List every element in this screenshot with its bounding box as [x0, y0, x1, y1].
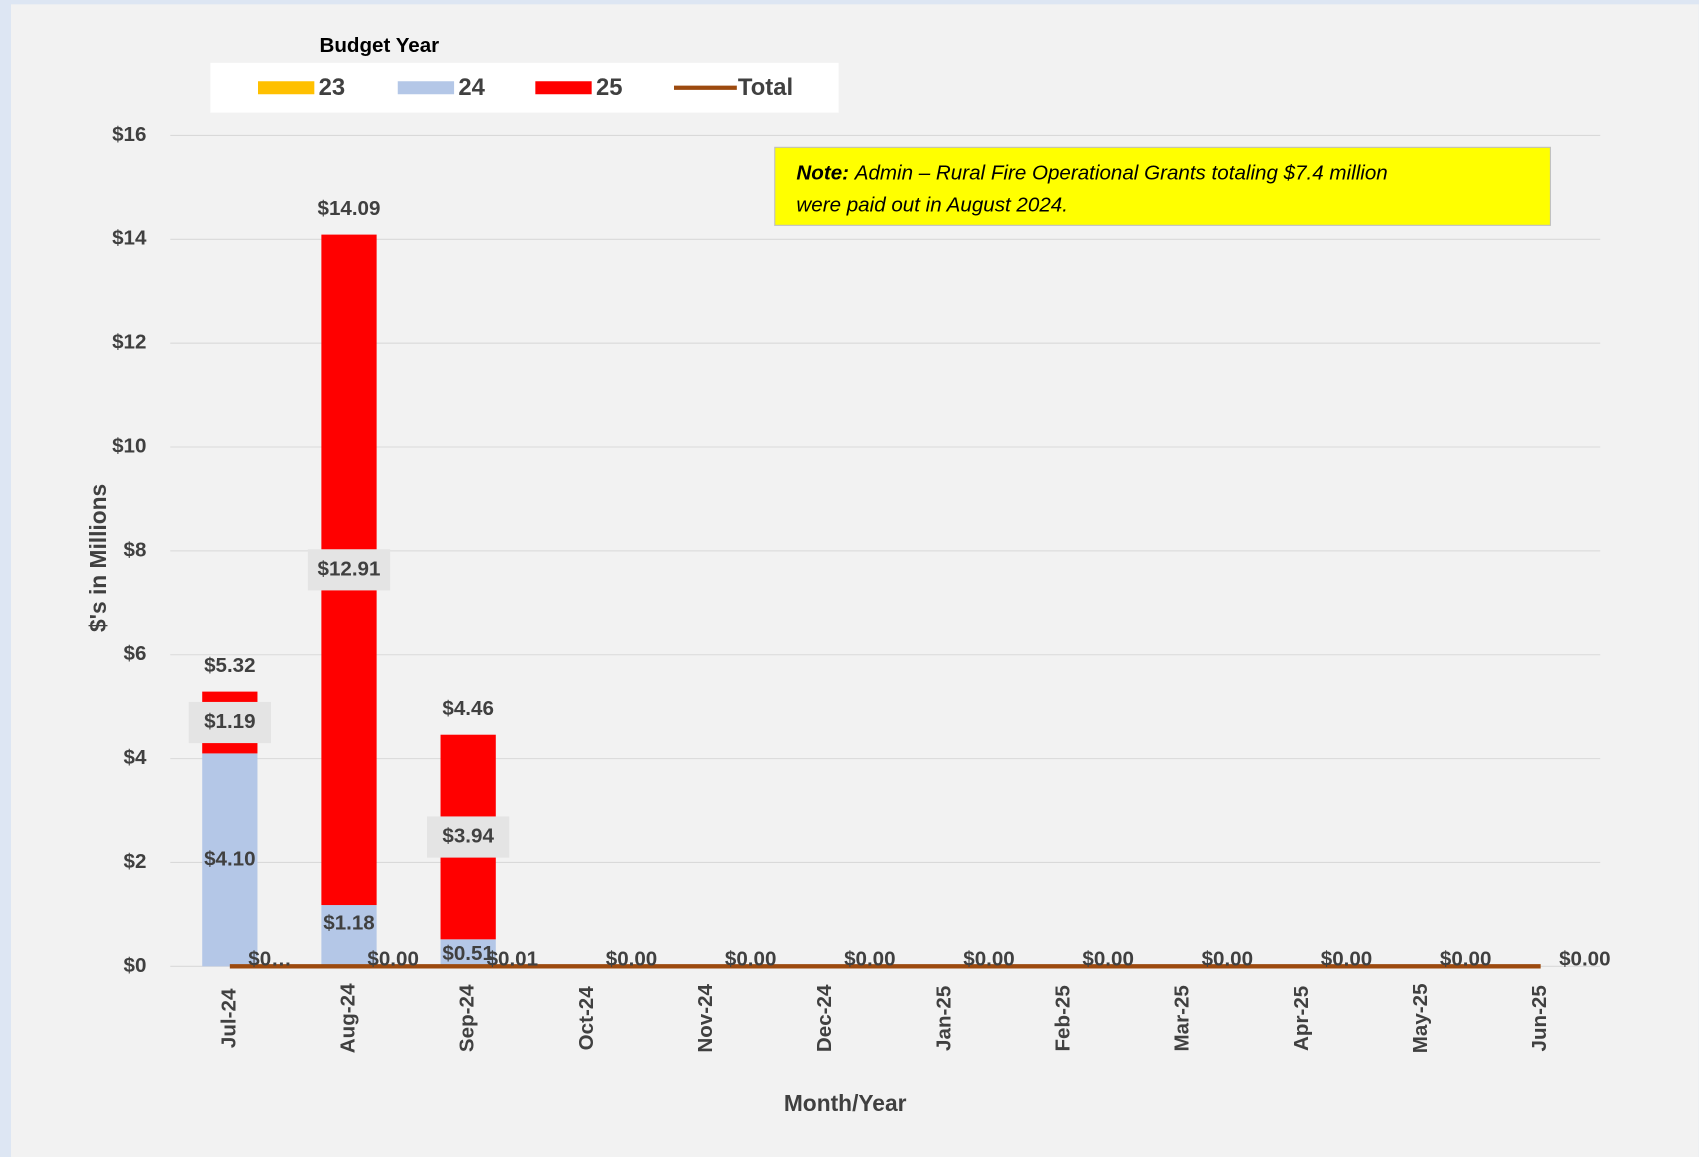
data-label-box	[427, 816, 510, 858]
y-axis-title: $'s in Millions	[85, 484, 111, 632]
data-label: $3.94	[442, 824, 494, 847]
x-tick-label: Mar-25	[1171, 985, 1194, 1051]
x-tick-label: Aug-24	[336, 983, 359, 1053]
y-tick-label: $0	[124, 954, 147, 977]
data-label: $4.10	[204, 847, 255, 870]
total-label: $5.32	[204, 654, 255, 677]
legend-label: 25	[596, 74, 623, 101]
data-label: $0.00	[606, 947, 658, 970]
data-label: $0.01	[487, 947, 538, 970]
bar	[202, 753, 258, 967]
data-label: $0.00	[1440, 947, 1492, 970]
data-label: $0.00	[844, 947, 896, 970]
bar	[321, 905, 377, 967]
note-box	[774, 146, 1551, 226]
x-tick-label: Jan-25	[932, 986, 955, 1051]
legend-swatch	[258, 81, 315, 95]
data-label: $0.00	[367, 947, 419, 970]
data-label: $0.00	[1321, 947, 1373, 970]
legend-label: 23	[319, 74, 346, 101]
data-label: $0.00	[725, 947, 776, 970]
legend-swatch	[535, 81, 592, 95]
x-axis-title: Month/Year	[784, 1090, 907, 1116]
data-label: $1.18	[323, 912, 375, 935]
y-tick-label: $12	[112, 331, 146, 354]
data-label: $1.19	[204, 710, 255, 733]
x-tick-label: Dec-24	[813, 984, 836, 1052]
x-tick-label: Jul-24	[217, 988, 240, 1048]
y-tick-label: $16	[112, 123, 146, 146]
data-label-box	[188, 701, 271, 744]
y-tick-label: $6	[124, 642, 147, 665]
y-tick-label: $14	[112, 227, 147, 250]
legend-label: Total	[738, 74, 793, 101]
x-tick-label: May-25	[1409, 983, 1432, 1053]
total-label: $14.09	[318, 197, 381, 220]
x-tick-label: Sep-24	[456, 984, 479, 1052]
y-tick-label: $8	[124, 538, 147, 561]
data-label: $12.91	[318, 557, 381, 580]
legend-swatch	[397, 81, 455, 95]
x-tick-label: Jun-25	[1528, 985, 1551, 1051]
data-label: $0.00	[1082, 947, 1134, 970]
note-label: Note:	[796, 162, 849, 185]
y-tick-label: $10	[112, 434, 146, 457]
note-text: were paid out in August 2024.	[796, 193, 1068, 216]
y-tick-label: $2	[124, 850, 147, 873]
legend-label: 24	[458, 74, 485, 101]
data-label: $0.00	[1559, 947, 1611, 970]
bar	[440, 939, 496, 966]
x-tick-label: Apr-25	[1290, 986, 1313, 1051]
y-tick-label: $4	[124, 746, 147, 769]
note-text: Admin – Rural Fire Operational Grants to…	[853, 162, 1388, 185]
note-line: Note: Admin – Rural Fire Operational Gra…	[796, 162, 1387, 185]
data-label-box	[307, 549, 391, 591]
data-label: $0…	[248, 947, 291, 970]
total-label: $4.46	[442, 697, 493, 720]
legend-title: Budget Year	[319, 34, 439, 57]
data-label: $0.00	[1202, 947, 1254, 970]
data-label: $0.00	[963, 947, 1015, 970]
x-tick-label: Feb-25	[1051, 985, 1074, 1051]
x-tick-label: Oct-24	[575, 986, 598, 1051]
data-label: $0.51	[442, 942, 493, 965]
x-tick-label: Nov-24	[694, 983, 717, 1052]
